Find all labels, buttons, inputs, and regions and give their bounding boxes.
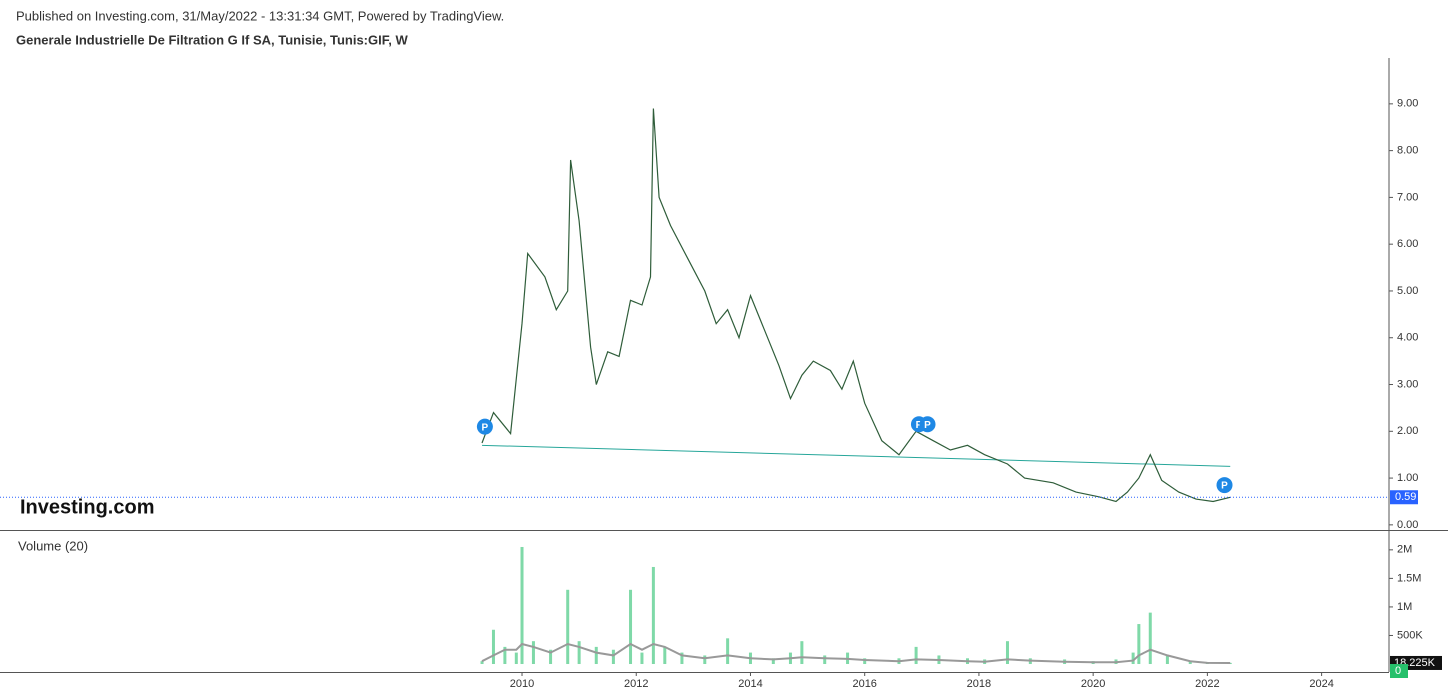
volume-bar xyxy=(491,629,495,665)
volume-bar xyxy=(514,652,518,665)
volume-bar xyxy=(703,655,707,665)
volume-bar xyxy=(1148,612,1152,665)
volume-bar xyxy=(520,546,524,665)
volume-bar xyxy=(680,652,684,665)
volume-last-box xyxy=(1390,664,1408,679)
x-tick-label: 2018 xyxy=(967,678,991,690)
volume-bar xyxy=(1188,661,1192,665)
volume-label: Volume (20) xyxy=(18,538,88,553)
y-tick-label: 7.00 xyxy=(1397,191,1418,203)
y-tick-label: 8.00 xyxy=(1397,145,1418,157)
volume-bar xyxy=(771,658,775,665)
chart-title: Generale Industrielle De Filtration G If… xyxy=(16,32,408,47)
y-tick-label: 1.00 xyxy=(1397,472,1418,484)
volume-bar xyxy=(611,649,615,665)
volume-bar xyxy=(480,661,484,665)
volume-bar xyxy=(594,646,598,665)
volume-bar xyxy=(577,641,581,665)
x-tick-label: 2022 xyxy=(1195,678,1219,690)
volume-bar xyxy=(1165,655,1169,665)
logo: Investing.com xyxy=(20,496,154,518)
y-tick-label: 5.00 xyxy=(1397,285,1418,297)
y-tick-label: 1M xyxy=(1397,601,1412,613)
volume-bar xyxy=(800,641,804,665)
volume-bar xyxy=(549,649,553,665)
volume-bar xyxy=(863,658,867,665)
marker xyxy=(476,418,493,435)
marker-label: P xyxy=(916,420,923,431)
marker xyxy=(1216,477,1233,494)
volume-bar xyxy=(566,589,570,665)
y-tick-label: 2M xyxy=(1397,544,1412,556)
trend-line xyxy=(482,444,1231,467)
price-line xyxy=(481,108,1231,503)
x-tick-label: 2016 xyxy=(852,678,876,690)
last-price-label: 0.59 xyxy=(1395,491,1416,503)
y-tick-label: 6.00 xyxy=(1397,238,1418,250)
volume-bar xyxy=(663,646,667,665)
y-tick-label: 9.00 xyxy=(1397,98,1418,110)
y-tick-label: 500K xyxy=(1397,629,1423,641)
volume-bar xyxy=(1137,624,1141,665)
last-price-box xyxy=(1390,490,1418,505)
x-tick-label: 2020 xyxy=(1081,678,1105,690)
x-tick-label: 2024 xyxy=(1309,678,1333,690)
volume-bar xyxy=(1131,652,1135,665)
marker-label: P xyxy=(1221,481,1228,492)
y-tick-label: 4.00 xyxy=(1397,332,1418,344)
volume-bar xyxy=(640,652,644,665)
volume-bar xyxy=(629,589,633,665)
y-tick-label: 2.00 xyxy=(1397,425,1418,437)
volume-bar xyxy=(531,641,535,665)
y-tick-label: 0.00 xyxy=(1397,519,1418,531)
volume-bar xyxy=(1005,641,1009,665)
marker-label: P xyxy=(482,422,489,433)
y-tick-label: 1.5M xyxy=(1397,572,1421,584)
volume-bar xyxy=(1228,662,1232,665)
volume-bar xyxy=(823,655,827,665)
volume-ma-line xyxy=(481,642,1231,664)
x-tick-label: 2012 xyxy=(624,678,648,690)
y-tick-label: 3.00 xyxy=(1397,378,1418,390)
volume-bar xyxy=(726,638,730,665)
marker-label: P xyxy=(924,420,931,431)
x-tick-label: 2014 xyxy=(738,678,762,690)
marker xyxy=(919,416,936,433)
volume-bar xyxy=(503,646,507,665)
volume-last-label: 0 xyxy=(1395,665,1401,677)
volume-bar xyxy=(914,646,918,665)
volume-bar xyxy=(651,566,655,665)
x-tick-label: 2010 xyxy=(510,678,534,690)
published-note: Published on Investing.com, 31/May/2022 … xyxy=(16,8,504,23)
